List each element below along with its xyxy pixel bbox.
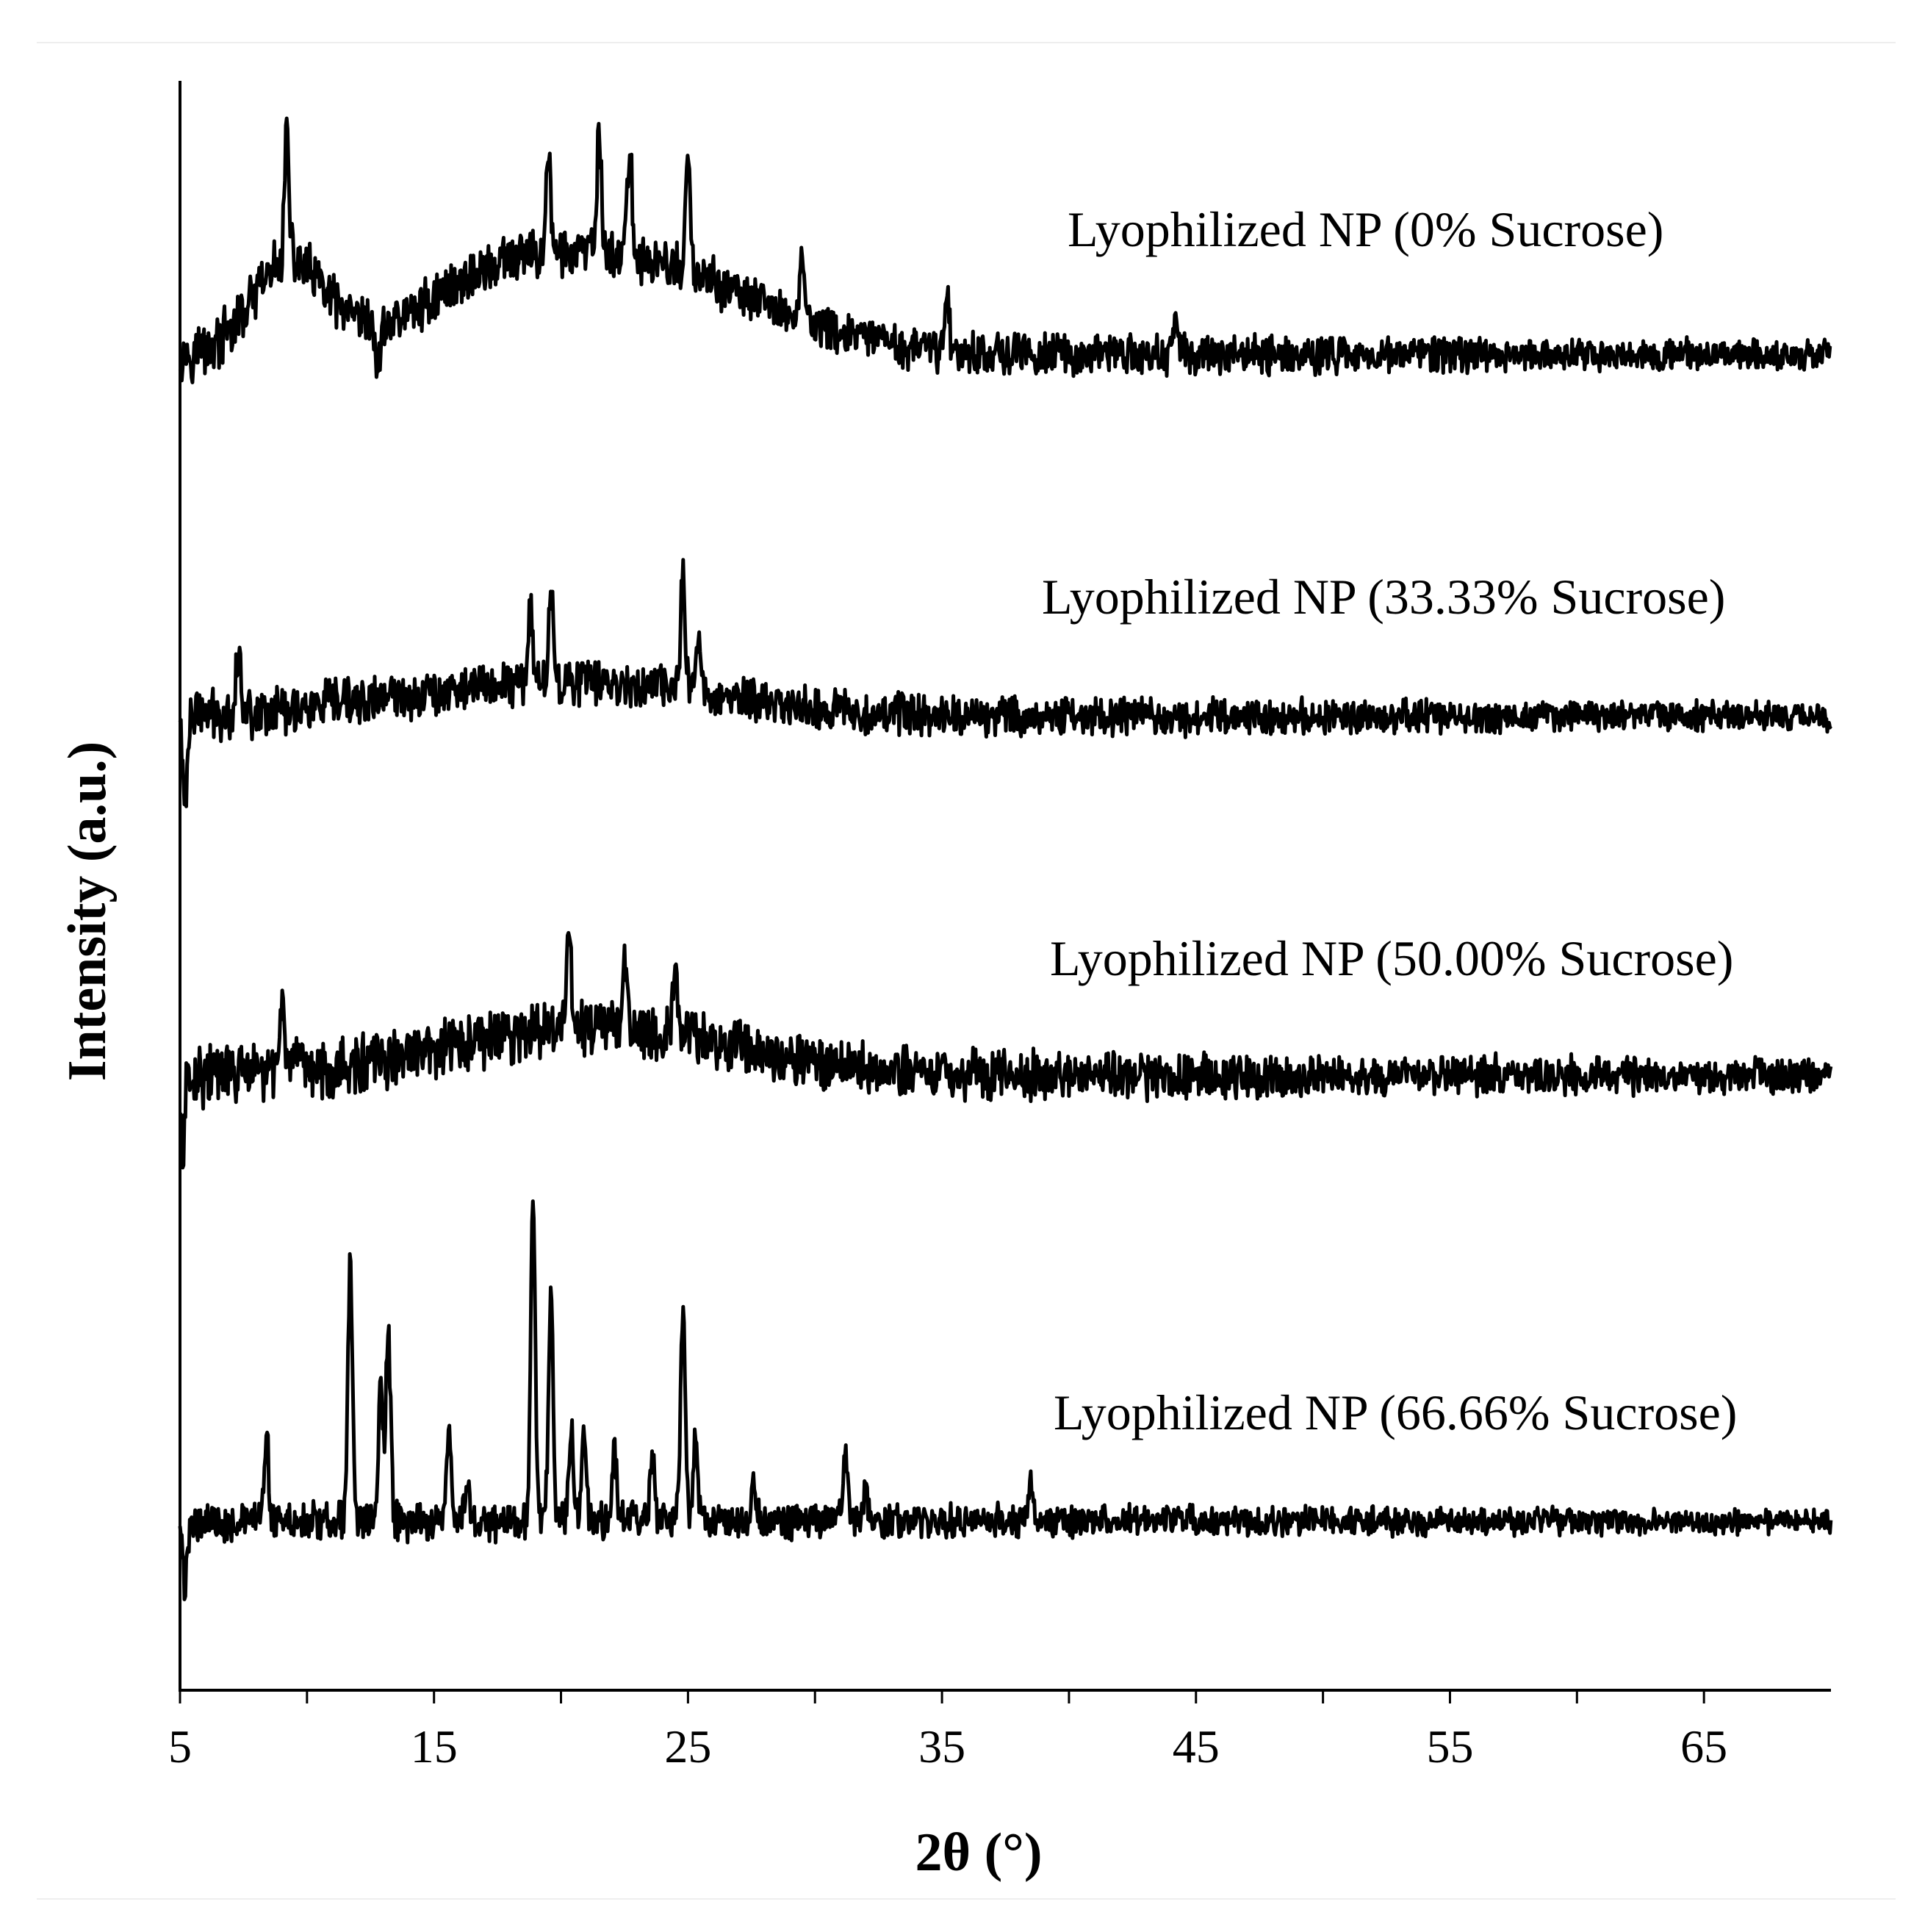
series-line [178,1199,1833,1601]
traces-layer [178,116,1833,1601]
series-label: Lyophilized NP (50.00% Sucrose) [1050,930,1733,986]
x-tick-label: 5 [168,1720,192,1773]
series-label: Lyophilized NP (33.33% Sucrose) [1042,569,1725,625]
y-axis-title: Intensity (a.u.) [57,741,118,1082]
series-line [178,558,1832,808]
x-tick-label: 25 [664,1720,711,1773]
series-label: Lyophilized NP (66.66% Sucrose) [1054,1385,1737,1440]
series-line [178,930,1833,1170]
x-tick-label: 55 [1426,1720,1473,1773]
x-tick-label: 65 [1680,1720,1727,1773]
x-tick-label: 15 [411,1720,458,1773]
x-tick-label: 45 [1173,1720,1220,1773]
series-labels-layer: Lyophilized NP (0% Sucrose) Lyophilized N… [1042,201,1737,1440]
x-ticks-layer: 5 15 25 35 45 55 65 [168,1690,1727,1773]
series-label: Lyophilized NP (0% Sucrose) [1068,201,1663,257]
x-tick-label: 35 [918,1720,965,1773]
x-axis-title: 2θ (°) [915,1823,1042,1883]
series-line [178,116,1832,384]
